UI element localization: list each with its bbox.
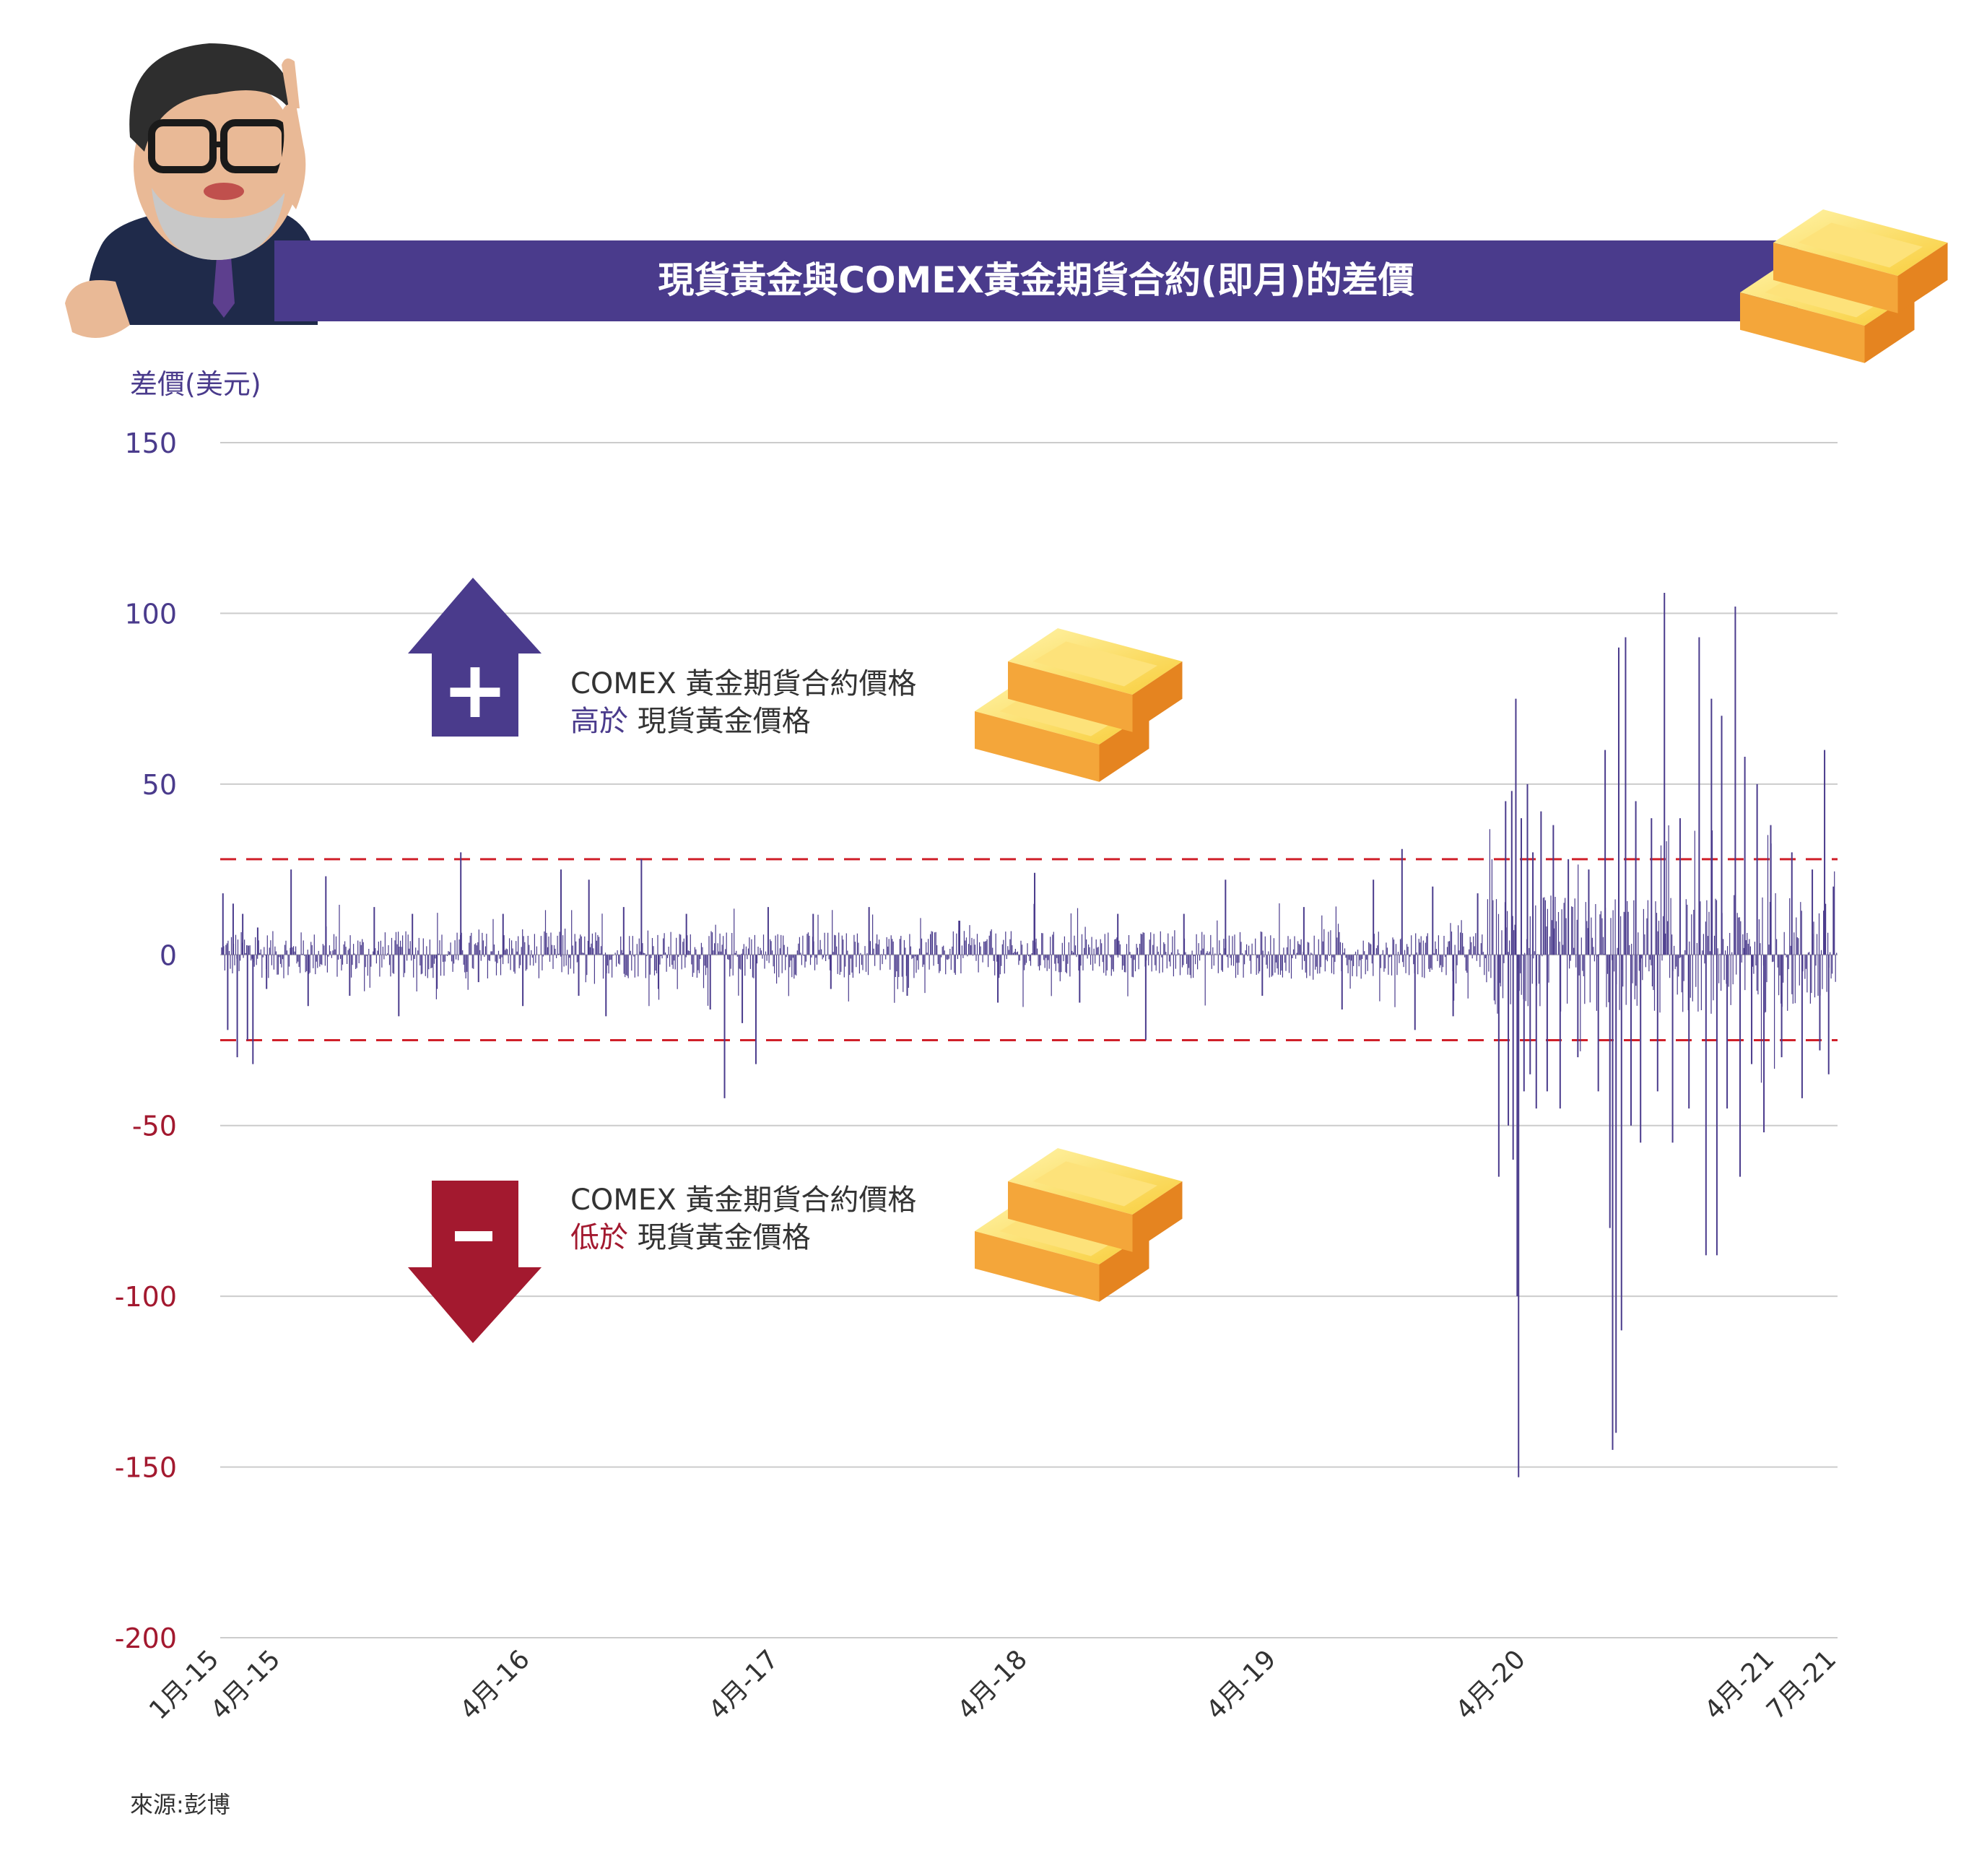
series-bars: [221, 593, 1838, 1477]
x-tick-label: 4月-15: [205, 1644, 286, 1725]
plus-up-arrow-icon: +: [408, 578, 542, 737]
positive-callout-text: COMEX 黃金期貨合約價格 高於 現貨黃金價格: [570, 667, 926, 738]
negative-callout-rest: 現貨黃金價格: [638, 1221, 811, 1254]
gold-bars-icon: [1740, 209, 1948, 363]
minus-down-arrow-icon: [408, 1181, 542, 1343]
y-tick-label: -150: [115, 1452, 177, 1484]
cartoon-man-pointing-icon: [65, 43, 319, 338]
x-tick-label: 7月-21: [1761, 1644, 1842, 1725]
negative-callout-highlight: 低於: [570, 1221, 628, 1254]
gold-bars-icon: [975, 628, 1183, 782]
series-noise: [221, 825, 1838, 1083]
y-tick-label: 150: [124, 427, 177, 459]
y-tick-label: 100: [124, 598, 177, 630]
gold-bars-icon: [975, 1148, 1183, 1302]
y-tick-label: 0: [160, 939, 177, 971]
minus-bar: [455, 1231, 492, 1241]
negative-callout-text: COMEX 黃金期貨合約價格 低於 現貨黃金價格: [570, 1184, 926, 1254]
chart-title: 現貨黃金與COMEX黃金期貨合約(即月)的差價: [658, 259, 1414, 301]
x-tick-label: 1月-15: [144, 1644, 225, 1725]
x-tick-label: 4月-20: [1451, 1644, 1531, 1725]
y-tick-label: -200: [115, 1623, 177, 1654]
title-banner: [274, 240, 1798, 321]
y-tick-label: -50: [132, 1111, 177, 1142]
plus-symbol: +: [442, 643, 508, 736]
positive-callout-highlight: 高於: [570, 705, 628, 738]
source-note: 來源:彭博: [130, 1791, 230, 1818]
x-tick-label: 4月-16: [455, 1644, 536, 1725]
positive-callout-rest: 現貨黃金價格: [638, 705, 811, 738]
negative-callout-line1: COMEX 黃金期貨合約價格: [570, 1184, 916, 1217]
reference-lines: [220, 858, 1838, 1041]
x-tick-label: 4月-19: [1201, 1644, 1282, 1725]
y-axis-label: 差價(美元): [130, 368, 261, 400]
x-tick-label: 4月-17: [703, 1644, 784, 1725]
x-tick-label: 4月-21: [1699, 1644, 1780, 1725]
y-tick-label: -100: [115, 1281, 177, 1313]
y-tick-labels: 150 100 50 0 -50 -100 -150 -200: [115, 427, 177, 1654]
y-tick-label: 50: [142, 769, 177, 801]
x-tick-label: 4月-18: [952, 1644, 1033, 1725]
positive-callout-line1: COMEX 黃金期貨合約價格: [570, 667, 916, 700]
